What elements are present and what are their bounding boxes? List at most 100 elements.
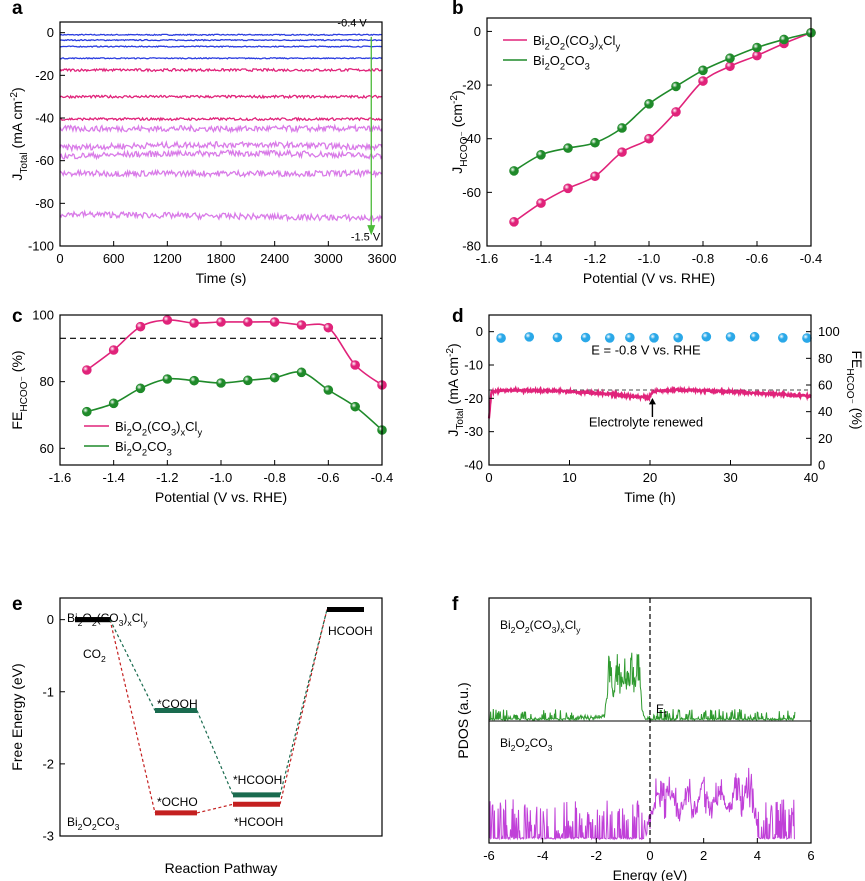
data-point bbox=[590, 171, 600, 182]
current-series-line bbox=[487, 385, 812, 419]
y-right-tick-label: 60 bbox=[818, 378, 832, 393]
series-line bbox=[86, 319, 383, 386]
y-tick-label: -60 bbox=[35, 153, 54, 168]
series-line bbox=[59, 139, 383, 153]
fe-data-point bbox=[673, 332, 683, 343]
trend-arrowhead bbox=[367, 225, 376, 236]
y-tick-label: -30 bbox=[464, 424, 483, 439]
x-axis-label: Potential (V vs. RHE) bbox=[155, 489, 287, 505]
y-tick-label: 60 bbox=[40, 441, 54, 456]
series-line bbox=[59, 94, 382, 100]
fe-data-point bbox=[749, 331, 760, 342]
y-tick-label: -20 bbox=[462, 78, 481, 93]
annotation-electrolyte-renewed: Electrolyte renewed bbox=[589, 415, 703, 430]
data-point bbox=[189, 318, 199, 328]
y-tick-label: -20 bbox=[35, 68, 54, 83]
panel-letter-e: e bbox=[12, 594, 23, 615]
series-line bbox=[60, 56, 382, 60]
state-label: *HCOOH bbox=[233, 773, 282, 787]
x-tick-label: 40 bbox=[804, 470, 818, 485]
y-tick-label: -40 bbox=[35, 111, 54, 126]
series-line bbox=[59, 67, 383, 73]
state-label: *HCOOH bbox=[234, 815, 283, 829]
series-label: Bi2​O2​(CO3​)x​Cly​ bbox=[500, 618, 581, 635]
x-tick-label: -1.0 bbox=[638, 251, 660, 266]
fe-data-point bbox=[524, 332, 535, 342]
state-label: CO2​ bbox=[83, 647, 106, 664]
x-axis-label: Potential (V vs. RHE) bbox=[583, 270, 715, 286]
data-point bbox=[752, 42, 762, 53]
x-tick-label: -1.6 bbox=[49, 470, 71, 485]
data-point bbox=[509, 217, 519, 227]
data-point bbox=[536, 198, 546, 208]
data-point bbox=[617, 147, 627, 157]
series-line bbox=[59, 148, 383, 161]
connector-line bbox=[109, 619, 156, 814]
annotation-potential: E = -0.8 V vs. RHE bbox=[591, 342, 701, 357]
y-axis-label: JHCOO⁻​ (cm-2​) bbox=[449, 90, 470, 173]
legend-label: Bi2​O2​CO3​ bbox=[533, 53, 590, 72]
x-tick-label: -1.2 bbox=[584, 251, 606, 266]
data-point bbox=[189, 375, 199, 386]
data-point bbox=[563, 183, 573, 194]
data-point bbox=[135, 383, 146, 394]
y-tick-label: -80 bbox=[462, 239, 481, 254]
dos-line bbox=[488, 652, 796, 722]
y-right-tick-label: 20 bbox=[818, 431, 832, 446]
annotation-end-potential: -1.5 V bbox=[351, 232, 381, 244]
y-axis-label: Free Energy (eV) bbox=[9, 663, 25, 770]
x-tick-label: 1200 bbox=[153, 251, 182, 266]
x-axis-label: Time (s) bbox=[196, 270, 247, 286]
y-axis-label: FEHCOO⁻​ (%) bbox=[9, 350, 30, 429]
y-tick-label: 80 bbox=[40, 374, 54, 389]
y-right-tick-label: 80 bbox=[818, 351, 832, 366]
data-point bbox=[752, 50, 762, 61]
series-line bbox=[59, 38, 383, 42]
y-tick-label: 0 bbox=[474, 24, 481, 39]
x-tick-label: -0.6 bbox=[317, 470, 339, 485]
data-point bbox=[725, 53, 735, 64]
x-tick-label: -1.4 bbox=[530, 251, 552, 266]
y-tick-label: 0 bbox=[476, 324, 483, 339]
fermi-label: Ef​ bbox=[656, 702, 667, 719]
series-line bbox=[59, 116, 383, 122]
data-point bbox=[243, 317, 253, 327]
data-point bbox=[162, 315, 173, 325]
data-point bbox=[216, 317, 226, 327]
data-point bbox=[162, 374, 173, 384]
axes-frame-e bbox=[59, 597, 383, 837]
y-right-axis-label: FEHCOO⁻​ (%) bbox=[844, 350, 865, 429]
x-tick-label: -4 bbox=[537, 848, 549, 863]
data-point bbox=[323, 322, 334, 333]
connector-line bbox=[196, 803, 234, 814]
legend-label: Bi2​O2​CO3​ bbox=[115, 439, 172, 458]
data-point bbox=[296, 320, 307, 330]
y-tick-label: -40 bbox=[464, 458, 483, 473]
data-point bbox=[617, 123, 627, 133]
data-point bbox=[563, 143, 573, 153]
x-tick-label: 10 bbox=[562, 470, 576, 485]
y-tick-label: -60 bbox=[462, 185, 481, 200]
data-point bbox=[323, 385, 334, 395]
legend-label: Bi2​O2​(CO3​)x​Cly​ bbox=[533, 33, 620, 52]
y-tick-label: 100 bbox=[32, 308, 54, 323]
x-tick-label: -2 bbox=[591, 848, 603, 863]
x-tick-label: 1800 bbox=[207, 251, 236, 266]
legend-label: Bi2​O2​(CO3​)x​Cly​ bbox=[115, 419, 202, 438]
x-tick-label: -0.4 bbox=[800, 251, 822, 266]
y-right-tick-label: 40 bbox=[818, 404, 832, 419]
x-tick-label: 20 bbox=[643, 470, 657, 485]
y-axis-label: JTotal​ (mA cm-2​) bbox=[445, 343, 466, 436]
annotation-start-potential: -0.4 V bbox=[337, 17, 367, 29]
fe-data-point bbox=[649, 332, 659, 343]
data-point bbox=[108, 345, 119, 355]
data-point bbox=[108, 398, 119, 409]
x-tick-label: 0 bbox=[485, 470, 492, 485]
dos-line bbox=[488, 767, 795, 841]
state-label: *COOH bbox=[157, 697, 198, 711]
y-tick-label: -40 bbox=[462, 131, 481, 146]
data-point bbox=[671, 107, 681, 117]
series-label: Bi2​O2​CO3​ bbox=[67, 815, 120, 832]
series-label: Bi2​O2​CO3​ bbox=[500, 736, 553, 753]
data-point bbox=[590, 137, 600, 148]
